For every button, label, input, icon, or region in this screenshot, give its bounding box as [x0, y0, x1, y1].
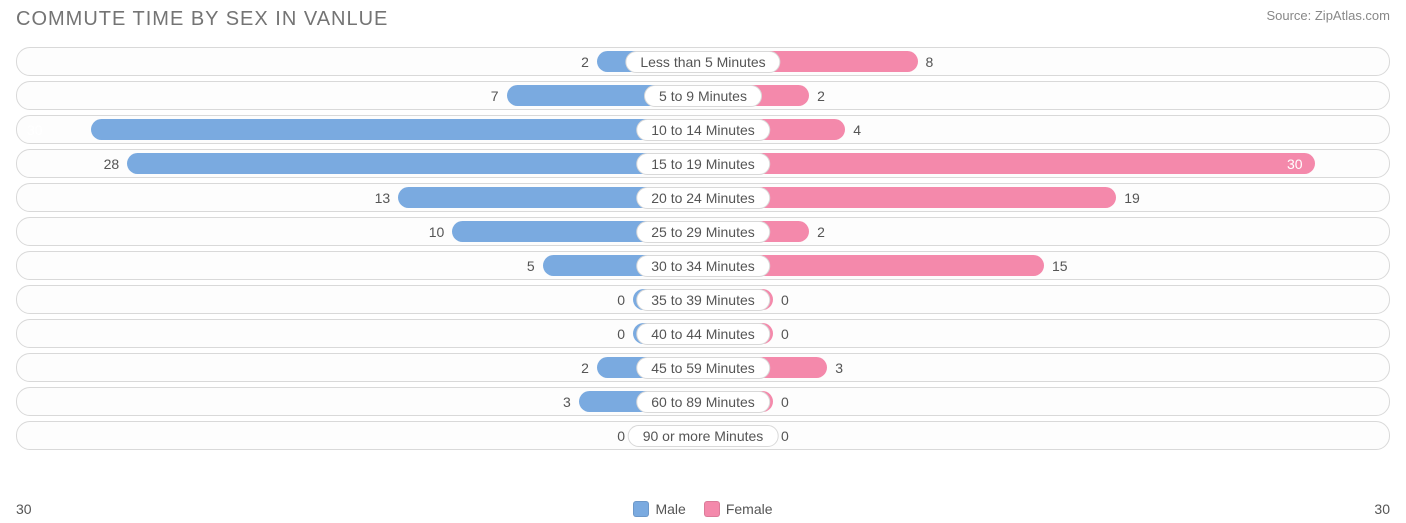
value-label-male: 0	[617, 326, 625, 342]
value-label-female: 15	[1052, 258, 1068, 274]
value-label-female: 19	[1124, 190, 1140, 206]
value-label-female: 3	[835, 360, 843, 376]
chart-row: 20 to 24 Minutes 13 19	[16, 183, 1390, 212]
chart-row: 40 to 44 Minutes 0 0	[16, 319, 1390, 348]
value-label-female: 8	[926, 54, 934, 70]
category-label: 30 to 34 Minutes	[636, 255, 770, 277]
axis-max-right: 30	[1374, 501, 1390, 517]
legend-label-female: Female	[726, 501, 773, 517]
value-label-female: 0	[781, 394, 789, 410]
bar-male	[91, 119, 703, 140]
category-label: 25 to 29 Minutes	[636, 221, 770, 243]
chart-row: Less than 5 Minutes 2 8	[16, 47, 1390, 76]
chart-row: 45 to 59 Minutes 2 3	[16, 353, 1390, 382]
legend: Male Female	[633, 501, 772, 517]
value-label-female: 0	[781, 326, 789, 342]
value-label-male: 3	[563, 394, 571, 410]
chart-row: 5 to 9 Minutes 7 2	[16, 81, 1390, 110]
source-name: ZipAtlas.com	[1315, 8, 1390, 23]
chart-area: Less than 5 Minutes285 to 9 Minutes7210 …	[0, 35, 1406, 450]
category-label: 45 to 59 Minutes	[636, 357, 770, 379]
chart-row: 30 to 34 Minutes 5 15	[16, 251, 1390, 280]
legend-swatch-female	[704, 501, 720, 517]
chart-title: COMMUTE TIME BY SEX IN VANLUE	[16, 8, 388, 31]
category-label: 10 to 14 Minutes	[636, 119, 770, 141]
value-label-male: 13	[375, 190, 391, 206]
axis-max-left: 30	[16, 501, 32, 517]
value-label-female: 0	[781, 428, 789, 444]
source-prefix: Source:	[1266, 8, 1314, 23]
category-label: 5 to 9 Minutes	[644, 85, 762, 107]
value-label-male: 28	[104, 156, 120, 172]
category-label: 15 to 19 Minutes	[636, 153, 770, 175]
value-label-male: 7	[491, 88, 499, 104]
value-label-female: 2	[817, 224, 825, 240]
chart-row: 15 to 19 Minutes 28 30	[16, 149, 1390, 178]
chart-header: COMMUTE TIME BY SEX IN VANLUE Source: Zi…	[0, 0, 1406, 35]
chart-row: 35 to 39 Minutes 0 0	[16, 285, 1390, 314]
legend-label-male: Male	[655, 501, 685, 517]
category-label: Less than 5 Minutes	[625, 51, 780, 73]
category-label: 35 to 39 Minutes	[636, 289, 770, 311]
chart-row: 90 or more Minutes0 0	[16, 421, 1390, 450]
chart-row: 60 to 89 Minutes 3 0	[16, 387, 1390, 416]
chart-source: Source: ZipAtlas.com	[1266, 8, 1390, 23]
chart-footer: 30 Male Female 30	[16, 501, 1390, 517]
category-label: 20 to 24 Minutes	[636, 187, 770, 209]
value-label-male: 5	[527, 258, 535, 274]
value-label-female: 30	[1287, 156, 1303, 172]
bar-male	[127, 153, 703, 174]
chart-row: 10 to 14 Minutes 30 4	[16, 115, 1390, 144]
legend-item-female: Female	[704, 501, 773, 517]
category-label: 90 or more Minutes	[628, 425, 779, 447]
chart-row: 25 to 29 Minutes 10 2	[16, 217, 1390, 246]
category-label: 40 to 44 Minutes	[636, 323, 770, 345]
value-label-male: 0	[617, 292, 625, 308]
value-label-male: 30	[27, 122, 43, 138]
value-label-male: 10	[429, 224, 445, 240]
bar-female	[703, 153, 1315, 174]
legend-item-male: Male	[633, 501, 685, 517]
value-label-male: 2	[581, 360, 589, 376]
legend-swatch-male	[633, 501, 649, 517]
value-label-female: 2	[817, 88, 825, 104]
value-label-male: 0	[617, 428, 625, 444]
value-label-female: 4	[853, 122, 861, 138]
value-label-female: 0	[781, 292, 789, 308]
value-label-male: 2	[581, 54, 589, 70]
category-label: 60 to 89 Minutes	[636, 391, 770, 413]
